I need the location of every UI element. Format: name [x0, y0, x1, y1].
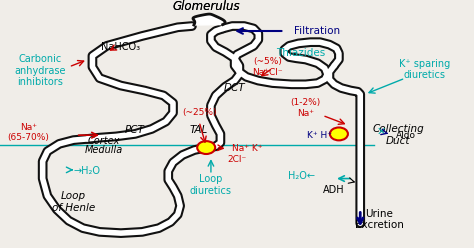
Text: TAL: TAL [190, 125, 208, 135]
Text: Na⁺
(65-70%): Na⁺ (65-70%) [8, 123, 49, 142]
Text: →H₂O: →H₂O [73, 166, 100, 176]
Text: H₂O←: H₂O← [288, 171, 315, 181]
Text: Carbonic
anhydrase
inhibitors: Carbonic anhydrase inhibitors [15, 54, 66, 87]
Text: Aldo: Aldo [396, 131, 416, 140]
Polygon shape [193, 14, 225, 25]
Text: Collecting
Duct: Collecting Duct [372, 124, 424, 146]
Ellipse shape [330, 127, 348, 140]
Text: Na⁺ K⁺: Na⁺ K⁺ [232, 144, 263, 153]
Text: Urine
Excretion: Urine Excretion [355, 209, 404, 230]
Text: PCT: PCT [125, 125, 145, 135]
Text: ADH: ADH [323, 185, 345, 195]
Ellipse shape [197, 141, 215, 154]
Text: Glomerulus: Glomerulus [173, 0, 240, 13]
Text: Cortex: Cortex [88, 136, 120, 146]
Text: Glomerulus: Glomerulus [173, 0, 240, 13]
Text: K⁺ sparing
diuretics: K⁺ sparing diuretics [399, 59, 450, 80]
Text: Thiazides: Thiazides [276, 48, 326, 58]
Text: 2Cl⁻: 2Cl⁻ [228, 155, 247, 164]
Text: Loop
diuretics: Loop diuretics [190, 174, 232, 196]
Text: Filtration: Filtration [294, 26, 340, 36]
Text: Medulla: Medulla [85, 145, 123, 155]
Text: NaHCO₃: NaHCO₃ [101, 42, 140, 52]
Text: (~25%): (~25%) [182, 108, 216, 117]
Text: DCT: DCT [224, 83, 246, 93]
Text: (1-2%)
Na⁺: (1-2%) Na⁺ [291, 98, 321, 118]
Text: K⁺ H⁺: K⁺ H⁺ [308, 131, 332, 140]
Text: (~5%)
Na⁺Cl⁻: (~5%) Na⁺Cl⁻ [253, 57, 283, 77]
Text: ✕: ✕ [377, 127, 386, 137]
Text: Loop
of Henle: Loop of Henle [52, 191, 95, 213]
